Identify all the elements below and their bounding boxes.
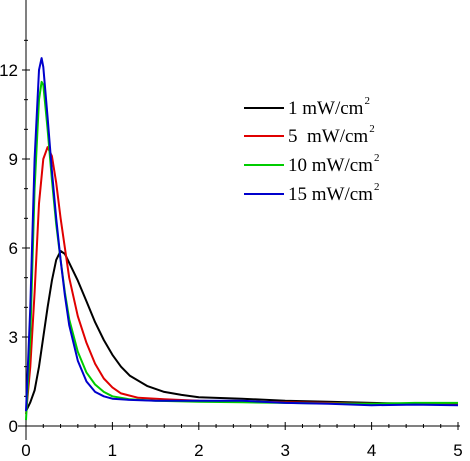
legend-superscript: 2 — [369, 123, 375, 135]
series-line-1 — [25, 250, 458, 412]
legend-superscript: 2 — [374, 152, 380, 164]
legend-label: 15 mW/cm — [288, 184, 373, 205]
y-tick-label: 9 — [9, 150, 18, 169]
y-tick-label: 0 — [9, 417, 18, 436]
x-tick-label: 2 — [194, 441, 203, 460]
legend: 1 mW/cm 25 mW/cm 210 mW/cm 215 mW/cm 2 — [244, 95, 379, 205]
series-group — [25, 57, 459, 421]
series-line-3 — [25, 80, 458, 421]
series-line-4 — [25, 57, 459, 412]
x-tick-label: 3 — [280, 441, 289, 460]
y-tick-label: 6 — [9, 239, 18, 258]
legend-label: 1 mW/cm — [288, 98, 364, 119]
x-tick-label: 4 — [367, 441, 376, 460]
y-tick-label: 12 — [0, 61, 18, 80]
x-tick-label: 0 — [21, 441, 30, 460]
legend-label: 5 mW/cm — [288, 126, 368, 147]
y-tick-label: 3 — [9, 328, 18, 347]
x-tick-label: 1 — [108, 441, 117, 460]
legend-superscript: 2 — [374, 181, 380, 193]
legend-label: 10 mW/cm — [288, 155, 373, 176]
series-line-2 — [25, 146, 459, 415]
x-tick-label: 5 — [453, 441, 462, 460]
legend-superscript: 2 — [364, 95, 370, 107]
